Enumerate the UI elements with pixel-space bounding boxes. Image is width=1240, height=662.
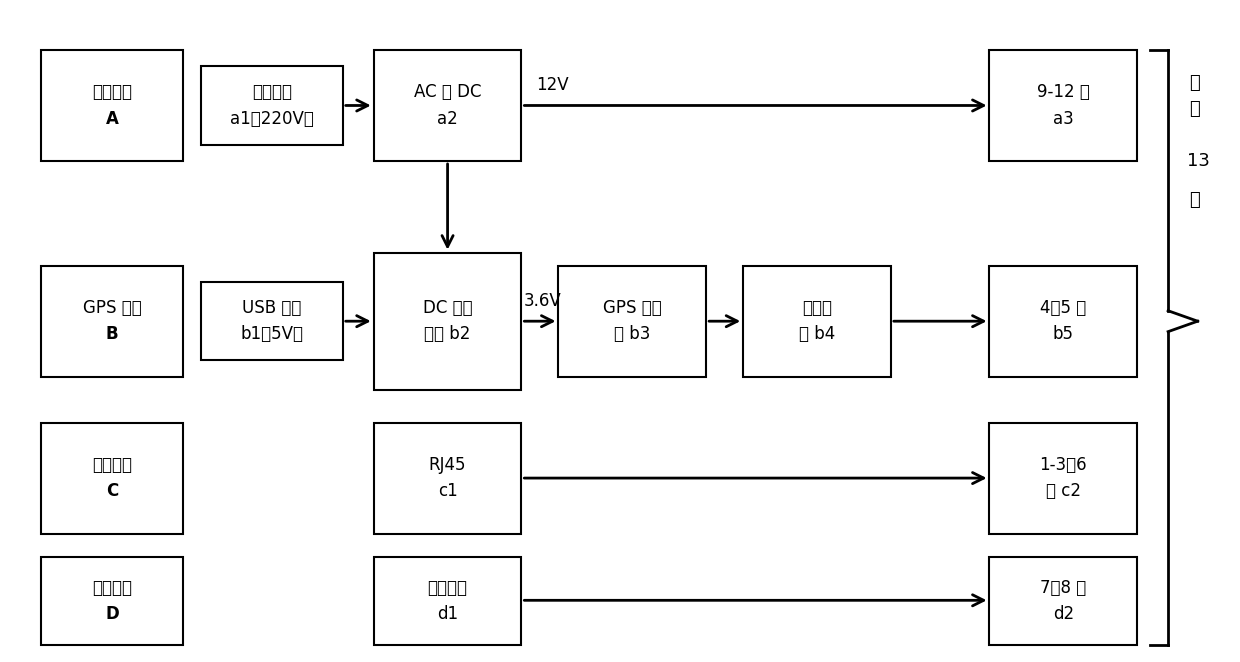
Bar	[990, 50, 1137, 161]
Text: a3: a3	[1053, 109, 1074, 128]
Text: c1: c1	[438, 482, 458, 500]
Text: C: C	[105, 482, 118, 500]
Text: 13: 13	[1187, 152, 1209, 170]
Text: RJ45: RJ45	[429, 456, 466, 474]
Text: 输: 输	[1189, 73, 1200, 91]
Text: d2: d2	[1053, 604, 1074, 623]
Bar	[41, 265, 182, 377]
Text: AC 转 DC: AC 转 DC	[414, 83, 481, 101]
Bar	[373, 50, 522, 161]
Text: a2: a2	[438, 109, 458, 128]
Text: 电平转: 电平转	[802, 299, 832, 317]
Text: a1（220V）: a1（220V）	[231, 109, 314, 128]
Text: 9-12 芯: 9-12 芯	[1037, 83, 1090, 101]
Text: 7、8 芯: 7、8 芯	[1040, 579, 1086, 596]
Bar	[201, 282, 343, 360]
Text: 1-3、6: 1-3、6	[1039, 456, 1087, 474]
Text: GPS 模块: GPS 模块	[83, 299, 141, 317]
Text: DC 降压: DC 降压	[423, 299, 472, 317]
Bar	[201, 66, 343, 145]
Text: 升级模块: 升级模块	[92, 579, 131, 596]
Text: b1（5V）: b1（5V）	[241, 325, 304, 344]
Bar	[558, 265, 707, 377]
Bar	[41, 50, 182, 161]
Text: 模块 b2: 模块 b2	[424, 325, 471, 344]
Text: USB 供电: USB 供电	[242, 299, 301, 317]
Bar	[990, 265, 1137, 377]
Text: d1: d1	[436, 604, 458, 623]
Text: 换 b4: 换 b4	[799, 325, 836, 344]
Text: 芯 c2: 芯 c2	[1045, 482, 1081, 500]
Text: GPS 接收: GPS 接收	[603, 299, 662, 317]
Text: 输入接口: 输入接口	[252, 83, 293, 101]
Text: A: A	[105, 109, 118, 128]
Text: 4、5 芯: 4、5 芯	[1040, 299, 1086, 317]
Text: 12V: 12V	[536, 76, 569, 95]
Bar	[41, 422, 182, 534]
Text: B: B	[105, 325, 118, 344]
Text: D: D	[105, 604, 119, 623]
Text: 串口接口: 串口接口	[428, 579, 467, 596]
Bar	[990, 422, 1137, 534]
Text: b5: b5	[1053, 325, 1074, 344]
Text: 交互模块: 交互模块	[92, 456, 131, 474]
Text: 充电模块: 充电模块	[92, 83, 131, 101]
Text: 组 b3: 组 b3	[614, 325, 651, 344]
Text: 芯: 芯	[1189, 191, 1200, 209]
Bar	[743, 265, 892, 377]
Bar	[41, 557, 182, 645]
Bar	[373, 422, 522, 534]
Bar	[373, 253, 522, 390]
Bar	[373, 557, 522, 645]
Text: 出: 出	[1189, 100, 1200, 118]
Text: 3.6V: 3.6V	[525, 292, 562, 310]
Bar	[990, 557, 1137, 645]
